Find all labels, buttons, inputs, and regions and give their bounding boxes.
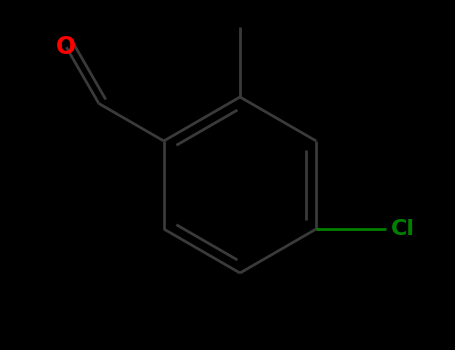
Text: Cl: Cl	[391, 219, 415, 239]
Text: O: O	[56, 35, 76, 59]
